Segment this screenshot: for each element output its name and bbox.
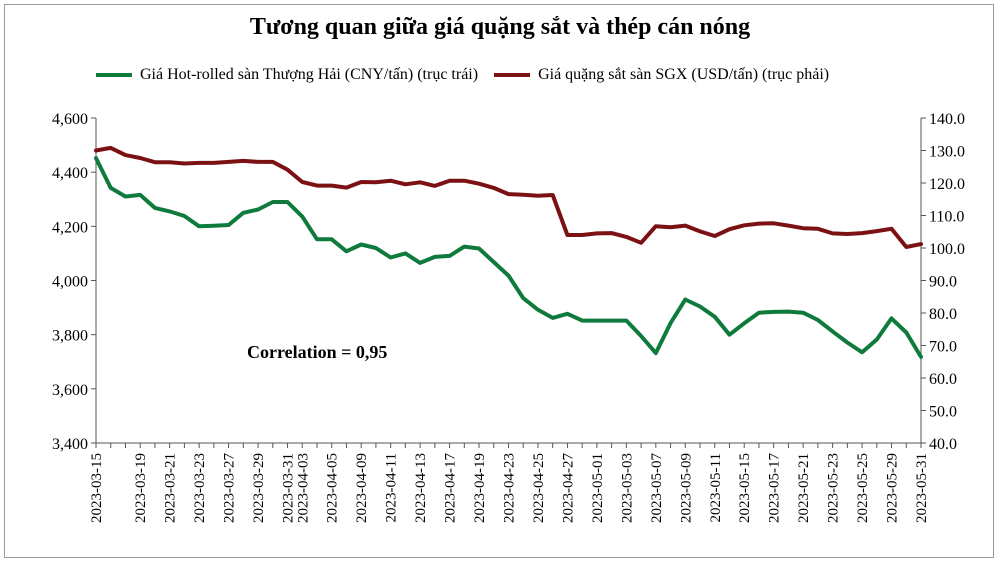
x-tick-label: 2023-05-21 — [796, 453, 812, 523]
y-left-tick-label: 4,400 — [52, 165, 88, 182]
x-tick-label: 2023-05-25 — [855, 453, 871, 523]
legend-label-iron-ore: Giá quặng sắt sàn SGX (USD/tấn) (trục ph… — [538, 66, 830, 83]
y-right-tick-label: 100.0 — [929, 241, 965, 258]
x-tick-label: 2023-03-15 — [89, 453, 105, 523]
y-right-tick-label: 50.0 — [929, 404, 957, 421]
x-tick-label: 2023-04-11 — [384, 453, 400, 522]
x-tick-label: 2023-04-05 — [325, 453, 341, 523]
y-left-tick-label: 4,200 — [52, 219, 88, 236]
x-tick-label: 2023-05-29 — [885, 453, 901, 523]
x-tick-label: 2023-03-21 — [163, 453, 179, 523]
legend-swatch-hot-rolled — [96, 73, 132, 77]
y-left-tick-label: 4,600 — [52, 111, 88, 128]
x-tick-label: 2023-05-01 — [590, 453, 606, 523]
x-tick-label: 2023-04-17 — [443, 453, 459, 523]
x-tick-label: 2023-04-25 — [531, 453, 547, 523]
y-right-tick-label: 80.0 — [929, 306, 957, 323]
x-tick-label: 2023-03-19 — [133, 453, 149, 523]
x-tick-label: 2023-03-23 — [192, 453, 208, 523]
y-left-tick-label: 3,400 — [52, 436, 88, 453]
y-right-tick-label: 120.0 — [929, 176, 965, 193]
y-right-tick-label: 70.0 — [929, 339, 957, 356]
series-line-hot-rolled — [94, 156, 923, 359]
x-tick-label: 2023-03-27 — [222, 453, 238, 523]
y-left-tick-label: 3,800 — [52, 328, 88, 345]
legend-item-iron-ore: Giá quặng sắt sàn SGX (USD/tấn) (trục ph… — [494, 66, 829, 84]
chart-legend: Giá Hot-rolled sàn Thượng Hải (CNY/tấn) … — [96, 66, 845, 84]
x-tick-label: 2023-04-13 — [413, 453, 429, 523]
y-right-tick-label: 90.0 — [929, 274, 957, 291]
x-tick-label: 2023-04-03 — [295, 453, 311, 523]
series-line-iron-ore — [94, 145, 923, 249]
legend-item-hot-rolled: Giá Hot-rolled sàn Thượng Hải (CNY/tấn) … — [96, 66, 478, 84]
x-tick-label: 2023-03-29 — [251, 453, 267, 523]
chart-title: Tương quan giữa giá quặng sắt và thép cá… — [249, 14, 751, 40]
y-right-tick-label: 110.0 — [929, 209, 964, 226]
legend-swatch-iron-ore — [494, 73, 531, 77]
x-tick-label: 2023-05-11 — [708, 453, 724, 522]
series-layer — [94, 145, 923, 359]
chart-frame — [4, 4, 994, 558]
x-tick-label: 2023-05-15 — [737, 453, 753, 523]
x-tick-label: 2023-05-07 — [649, 453, 665, 523]
x-tick-label: 2023-05-17 — [767, 453, 783, 523]
y-left-tick-label: 3,600 — [52, 382, 88, 399]
x-tick-label: 2023-04-23 — [502, 453, 518, 523]
x-tick-label: 2023-04-19 — [472, 453, 488, 523]
x-tick-label: 2023-05-31 — [914, 453, 930, 523]
x-tick-label: 2023-04-27 — [560, 453, 576, 523]
x-tick-label: 2023-05-09 — [678, 453, 694, 523]
x-tick-label: 2023-04-09 — [354, 453, 370, 523]
y-right-tick-label: 140.0 — [929, 111, 965, 128]
correlation-annotation: Correlation = 0,95 — [247, 342, 388, 362]
axes: 3,400 3,600 3,800 4,000 4,200 4,400 4,600 40.0 5… — [52, 111, 965, 523]
y-right-tick-label: 60.0 — [929, 371, 957, 388]
x-tick-label: 2023-05-03 — [619, 453, 635, 523]
y-right-tick-label: 130.0 — [929, 144, 965, 161]
y-right-tick-label: 40.0 — [929, 436, 957, 453]
legend-label-hot-rolled: Giá Hot-rolled sàn Thượng Hải (CNY/tấn) … — [140, 66, 479, 83]
y-left-tick-label: 4,000 — [52, 274, 88, 291]
x-tick-label: 2023-03-31 — [281, 453, 297, 523]
x-tick-label: 2023-05-23 — [826, 453, 842, 523]
